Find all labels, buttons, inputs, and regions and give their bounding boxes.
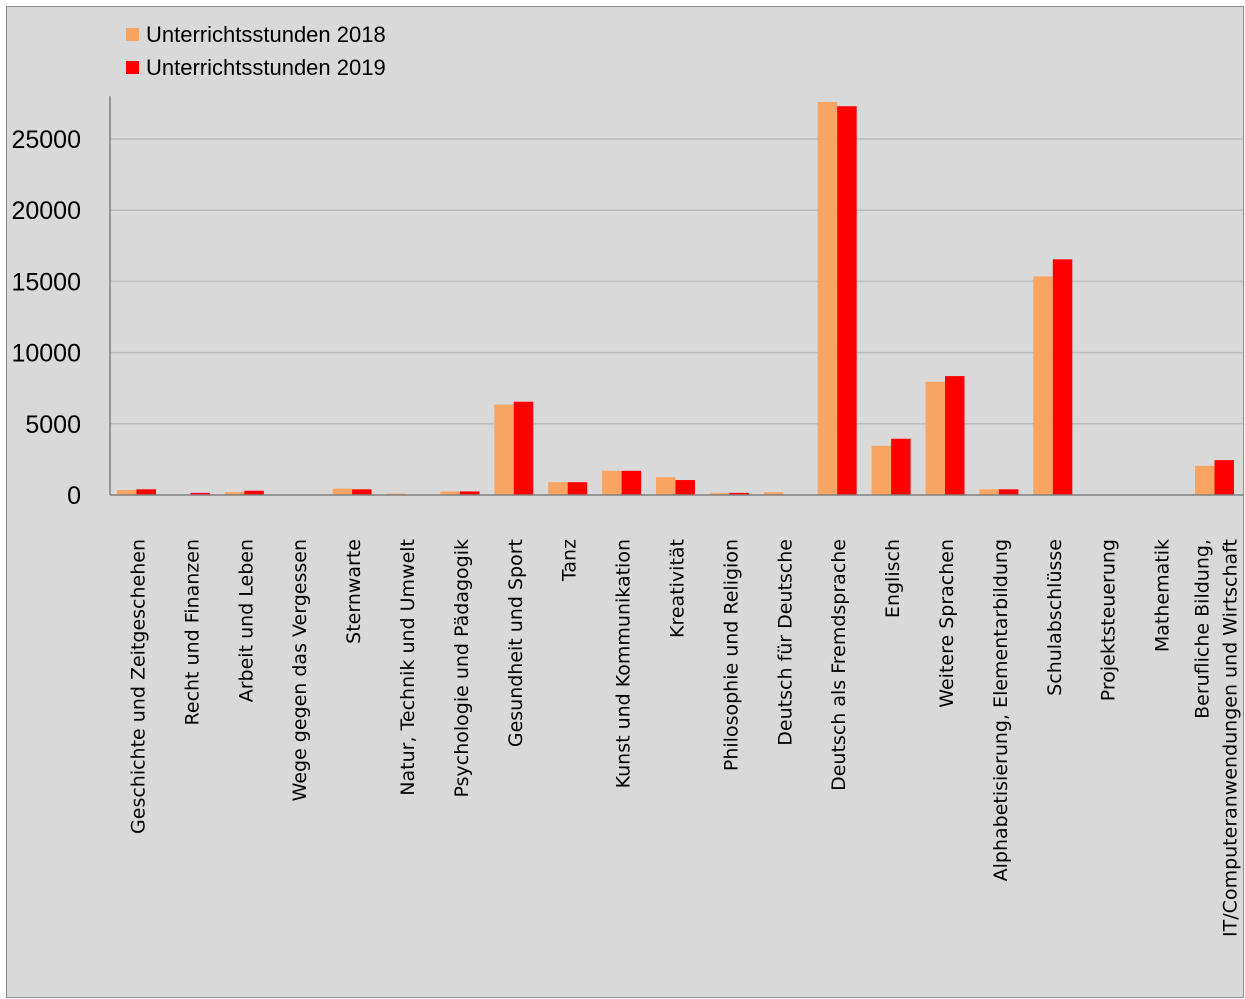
chart-area: 0 5000 10000 15000 20000 25000 Geschichte und … bbox=[6, 6, 1244, 998]
bar-2019 bbox=[244, 490, 264, 495]
bar-2018 bbox=[1033, 276, 1053, 495]
legend-swatch bbox=[126, 61, 139, 74]
bar-2018 bbox=[817, 101, 838, 495]
bar-2019 bbox=[891, 438, 911, 495]
x-tick-label: Wege gegen das Vergessen bbox=[289, 539, 311, 801]
bar-2018 bbox=[494, 404, 514, 495]
x-tick-label: Englisch bbox=[882, 539, 904, 618]
bar-2019 bbox=[998, 489, 1019, 495]
x-tick-label: Geschichte und Zeitgeschehen bbox=[128, 539, 150, 834]
bar-2019 bbox=[1214, 460, 1234, 495]
y-tick-label: 10000 bbox=[11, 340, 81, 368]
x-tick-label: Schulabschlüsse bbox=[1044, 539, 1066, 696]
bar-2019 bbox=[621, 470, 642, 495]
bar-2019 bbox=[567, 482, 588, 495]
y-tick-label: 20000 bbox=[11, 197, 81, 225]
bar-2018 bbox=[871, 445, 892, 495]
bar-2019 bbox=[729, 492, 749, 495]
bar-2019 bbox=[513, 401, 534, 495]
legend-label: Unterrichtsstunden 2019 bbox=[146, 55, 386, 80]
x-tick-label: Psychologie und Pädagogik bbox=[451, 539, 473, 798]
bar-2018 bbox=[925, 381, 945, 495]
y-tick-label: 15000 bbox=[11, 268, 81, 296]
legend-swatch bbox=[126, 28, 139, 41]
x-tick-label: Sternwarte bbox=[343, 539, 365, 644]
bar-2018 bbox=[224, 492, 245, 495]
x-tick-label: Deutsch als Fremdsprache bbox=[828, 539, 850, 791]
bar-2019 bbox=[352, 489, 372, 495]
x-tick-label: Natur, Technik und Umwelt bbox=[397, 539, 419, 796]
x-tick-label: Deutsch für Deutsche bbox=[774, 539, 796, 746]
x-tick-label: Recht und Finanzen bbox=[181, 539, 203, 725]
bar-2018 bbox=[440, 491, 460, 495]
x-tick-label: Arbeit und Leben bbox=[235, 539, 257, 702]
gridlines bbox=[110, 138, 1243, 425]
x-tick-label: Philosophie und Religion bbox=[720, 539, 742, 771]
bar-2018 bbox=[602, 470, 622, 495]
x-tick-label: Weitere Sprachen bbox=[936, 539, 958, 708]
bar-2019 bbox=[945, 376, 965, 495]
bar-2019 bbox=[675, 480, 695, 495]
bar-2019 bbox=[190, 492, 210, 495]
bars bbox=[117, 101, 1234, 496]
x-tick-label: Berufliche Bildung, IT/Computeranwendunge… bbox=[1192, 539, 1242, 937]
bar-2019 bbox=[837, 106, 857, 496]
bar-2018 bbox=[1195, 465, 1215, 495]
bar-2018 bbox=[709, 492, 730, 495]
y-tick-label: 0 bbox=[67, 482, 81, 510]
bar-2018 bbox=[763, 492, 784, 495]
bar-2018 bbox=[656, 477, 676, 495]
bar-2018 bbox=[117, 490, 137, 495]
bar-2018 bbox=[548, 482, 568, 495]
bar-2018 bbox=[332, 488, 353, 495]
bar-2019 bbox=[459, 491, 480, 495]
y-tick-label: 25000 bbox=[11, 126, 81, 154]
x-tick-label: Tanz bbox=[559, 539, 581, 582]
x-tick-label: Gesundheit und Sport bbox=[505, 539, 527, 747]
bar-2019 bbox=[136, 489, 156, 495]
x-tick-label: Kunst und Kommunikation bbox=[613, 539, 635, 788]
x-tick-label: Alphabetisierung, Elementarbildung bbox=[990, 539, 1012, 881]
x-tick-label: Mathematik bbox=[1152, 539, 1174, 652]
axes: 0 5000 10000 15000 20000 25000 Geschichte und … bbox=[11, 96, 1243, 937]
bar-2018 bbox=[979, 489, 999, 495]
y-tick-label: 5000 bbox=[25, 411, 81, 439]
legend-label: Unterrichtsstunden 2018 bbox=[146, 22, 386, 47]
x-tick-label: Kreativität bbox=[667, 539, 689, 638]
bar-2019 bbox=[1052, 259, 1073, 495]
legend: Unterrichtsstunden 2018 Unterrichtsstunde… bbox=[126, 22, 386, 80]
x-tick-label: Projektsteuerung bbox=[1098, 539, 1120, 701]
bar-chart: 0 5000 10000 15000 20000 25000 Geschichte und … bbox=[11, 22, 1243, 937]
